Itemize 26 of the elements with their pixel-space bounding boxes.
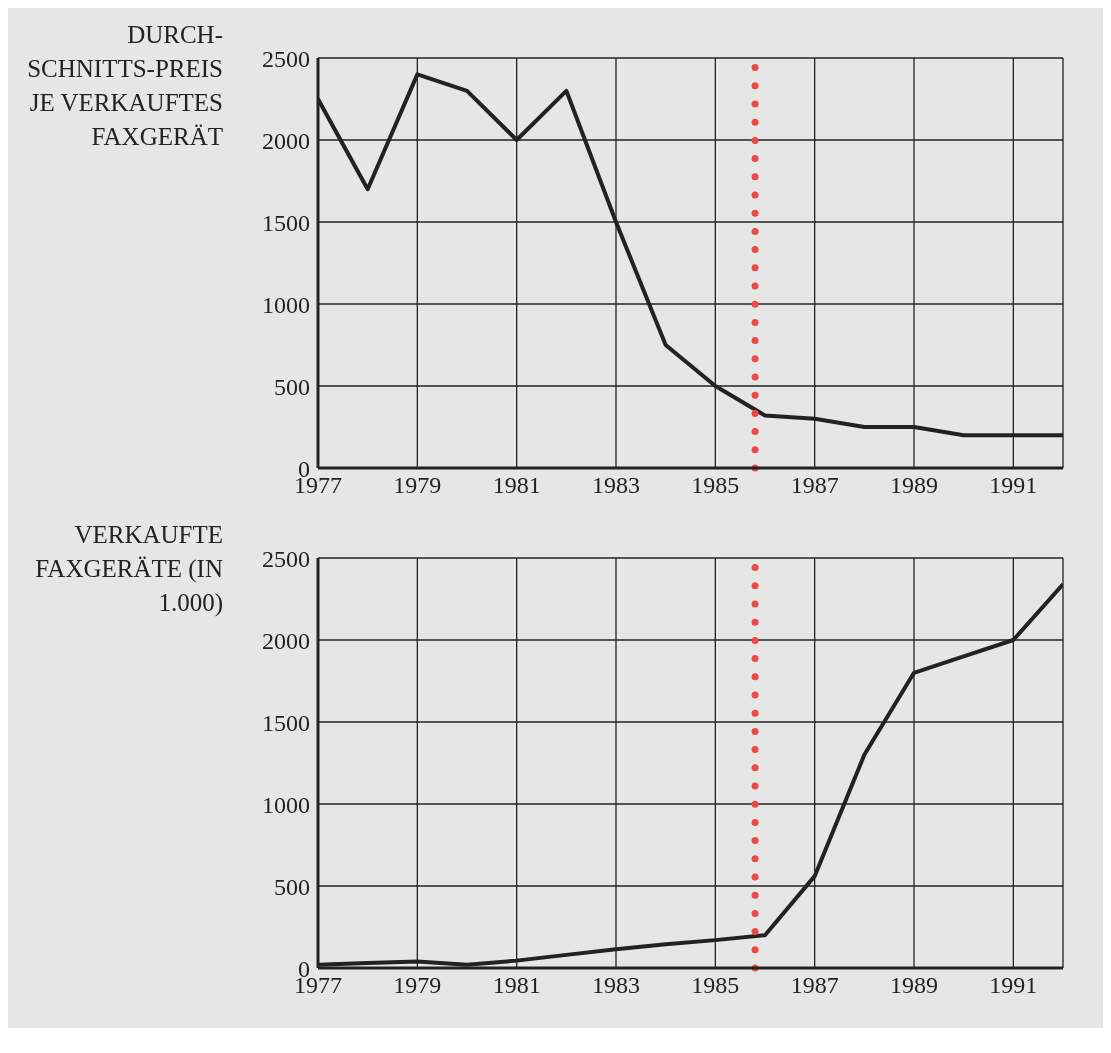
x-tick-label: 1991 bbox=[989, 972, 1038, 999]
y-tick-label: 2000 bbox=[262, 127, 310, 154]
y-tick-label: 500 bbox=[274, 373, 310, 400]
y-tick-label: 2500 bbox=[262, 545, 310, 572]
x-tick-label: 1983 bbox=[592, 972, 640, 999]
y-axis-title: DURCH-SCHNITTS-PREIS JE VERKAUFTES FAXGERÄT bbox=[26, 20, 224, 152]
y-tick-label: 1500 bbox=[262, 709, 310, 736]
y-tick-label: 2000 bbox=[262, 627, 310, 654]
y-tick-label: 1500 bbox=[262, 209, 310, 236]
y-tick-label: 2500 bbox=[262, 45, 310, 72]
x-tick-label: 1979 bbox=[393, 972, 442, 999]
x-tick-label: 1983 bbox=[592, 472, 640, 499]
x-tick-label: 1989 bbox=[890, 972, 938, 999]
x-tick-label: 1979 bbox=[393, 472, 442, 499]
x-tick-label: 1987 bbox=[790, 972, 839, 999]
x-tick-label: 1991 bbox=[989, 472, 1038, 499]
y-tick-label: 1000 bbox=[262, 291, 310, 318]
x-tick-label: 1981 bbox=[492, 472, 541, 499]
x-tick-label: 1985 bbox=[691, 972, 740, 999]
y-tick-label: 500 bbox=[274, 873, 310, 900]
x-tick-label: 1987 bbox=[790, 472, 839, 499]
x-tick-label: 1981 bbox=[492, 972, 541, 999]
x-tick-label: 1985 bbox=[691, 472, 740, 499]
y-axis-title: VERKAUFTE FAXGERÄTE (IN 1.000) bbox=[34, 520, 224, 618]
x-tick-label: 1989 bbox=[890, 472, 938, 499]
y-tick-label: 1000 bbox=[262, 791, 310, 818]
